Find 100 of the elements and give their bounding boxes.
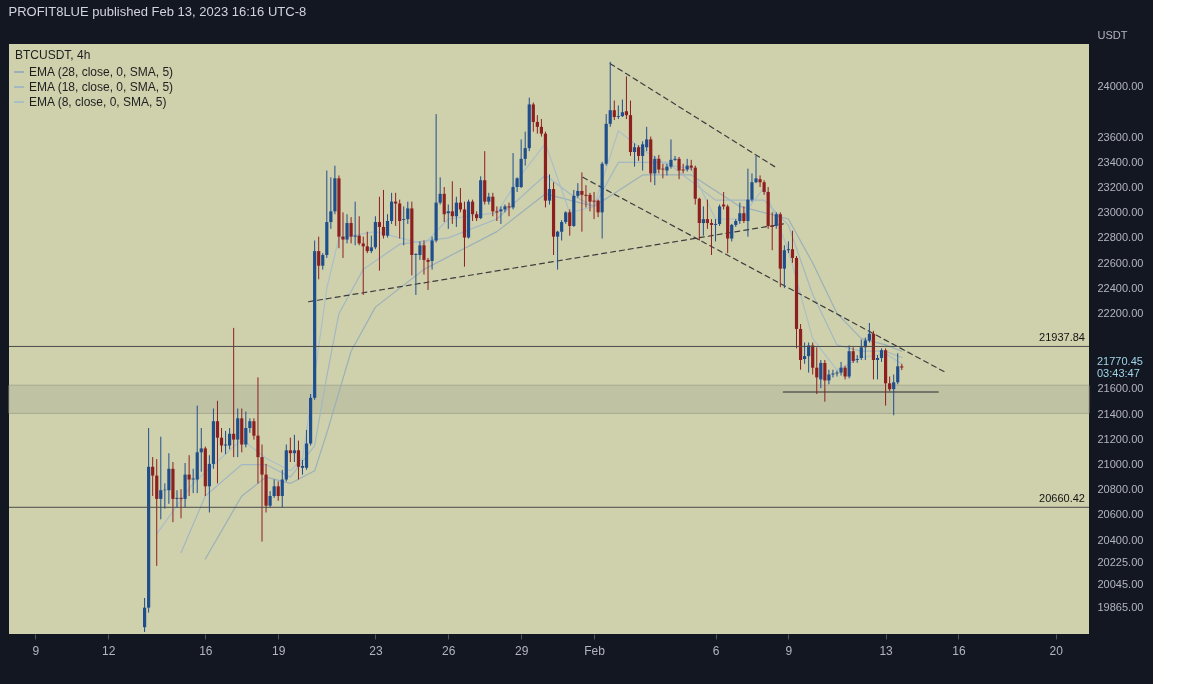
candlestick <box>175 489 179 509</box>
y-tick-label: 24000.00 <box>1097 80 1144 93</box>
x-tick-label: 20 <box>1049 643 1064 658</box>
candlestick <box>790 230 795 264</box>
x-tick-label: 16 <box>199 643 213 658</box>
candlestick <box>580 171 584 233</box>
candlestick <box>244 411 248 448</box>
candlestick <box>232 327 236 458</box>
candlestick <box>547 173 552 206</box>
y-tick-label: 23400.00 <box>1097 155 1144 168</box>
candlestick <box>483 150 487 206</box>
candlestick <box>786 240 791 254</box>
candlestick <box>819 359 823 389</box>
candlestick <box>446 204 450 230</box>
y-tick-label: 20800.00 <box>1097 483 1144 496</box>
candlestick <box>657 154 661 174</box>
candlestick <box>215 400 220 484</box>
candlestick <box>495 205 499 222</box>
candlestick <box>803 342 807 365</box>
x-tick-label: 26 <box>442 643 456 658</box>
candlestick <box>349 216 353 244</box>
candlestick <box>645 126 649 152</box>
candlestick <box>576 182 580 199</box>
candlestick <box>823 359 827 403</box>
candlestick <box>394 192 398 227</box>
text: 21770.45 <box>1097 354 1143 367</box>
candlestick <box>746 168 750 238</box>
candlestick <box>470 199 475 222</box>
x-tick-label: 29 <box>514 643 529 658</box>
y-tick-label: 20400.00 <box>1097 533 1144 546</box>
y-tick-label: 22400.00 <box>1097 281 1144 294</box>
candlestick <box>811 342 815 376</box>
candlestick <box>608 61 612 128</box>
legend-label: EMA (8, close, 0, SMA, 5) <box>29 95 167 109</box>
candlestick <box>705 199 710 230</box>
candlestick <box>782 244 786 289</box>
y-tick-label: 22200.00 <box>1097 306 1144 319</box>
y-tick-label: 19865.00 <box>1097 600 1144 613</box>
legend-label: EMA (28, close, 0, SMA, 5) <box>29 65 174 79</box>
candlestick <box>839 361 843 377</box>
x-tick-label: 19 <box>272 643 286 658</box>
ref-line-label: 20660.42 <box>1039 492 1085 505</box>
candlestick <box>155 458 159 567</box>
candlestick <box>450 180 454 225</box>
x-tick-label: 23 <box>369 643 383 658</box>
chart-title: PROFIT8LUE published Feb 13, 2023 16:16 UTC-8 <box>8 4 307 19</box>
legend-label: EMA (18, close, 0, SMA, 5) <box>29 80 174 94</box>
candlestick <box>867 322 871 344</box>
candlestick <box>142 597 147 633</box>
y-tick-label: 20045.00 <box>1097 578 1144 591</box>
candlestick <box>317 236 321 280</box>
y-tick-label: 23200.00 <box>1097 181 1144 194</box>
candlestick <box>353 201 357 246</box>
candlestick <box>892 374 896 416</box>
candlestick <box>511 152 515 210</box>
x-tick-label: Feb <box>584 643 606 658</box>
candlestick <box>223 430 228 455</box>
y-tick-label: 21000.00 <box>1097 458 1144 471</box>
candlestick <box>288 437 292 463</box>
candlestick <box>406 201 410 225</box>
candlestick <box>677 156 681 180</box>
candlestick <box>770 211 774 251</box>
candlestick <box>179 488 183 519</box>
y-tick-label: 20600.00 <box>1097 508 1144 521</box>
x-tick-label: 16 <box>952 643 966 658</box>
candlestick <box>236 408 240 458</box>
candlestick <box>187 454 191 497</box>
candlestick <box>507 202 511 217</box>
candlestick <box>523 131 527 167</box>
candlestick <box>875 354 880 380</box>
x-tick-label: 6 <box>712 643 720 658</box>
candlestick <box>556 230 560 271</box>
candlestick <box>219 427 224 453</box>
candlestick <box>827 369 831 385</box>
candlestick <box>377 196 382 272</box>
candlestick <box>859 339 863 361</box>
candlestick <box>738 202 742 225</box>
x-tick-label: 9 <box>785 643 793 658</box>
candlestick <box>612 100 616 121</box>
candlestick <box>568 208 572 237</box>
candlestick <box>228 427 232 450</box>
candlestick <box>329 176 333 230</box>
candlestick <box>531 102 535 133</box>
candlestick <box>398 199 402 240</box>
candlestick <box>199 427 203 473</box>
candlestick <box>641 140 645 172</box>
x-tick-label: 9 <box>32 643 40 658</box>
candlestick <box>361 236 365 296</box>
x-tick-label: 13 <box>879 643 894 658</box>
candlestick <box>385 213 390 239</box>
candlestick <box>616 104 620 120</box>
candlestick <box>345 213 349 244</box>
candlestick <box>742 205 746 224</box>
y-tick-label: 23000.00 <box>1097 206 1144 219</box>
y-tick-label: 21600.00 <box>1097 382 1144 395</box>
candlestick <box>896 352 900 385</box>
candlestick <box>661 163 665 179</box>
candlestick <box>442 186 446 223</box>
candlestick <box>292 434 297 463</box>
candlestick <box>272 479 276 499</box>
